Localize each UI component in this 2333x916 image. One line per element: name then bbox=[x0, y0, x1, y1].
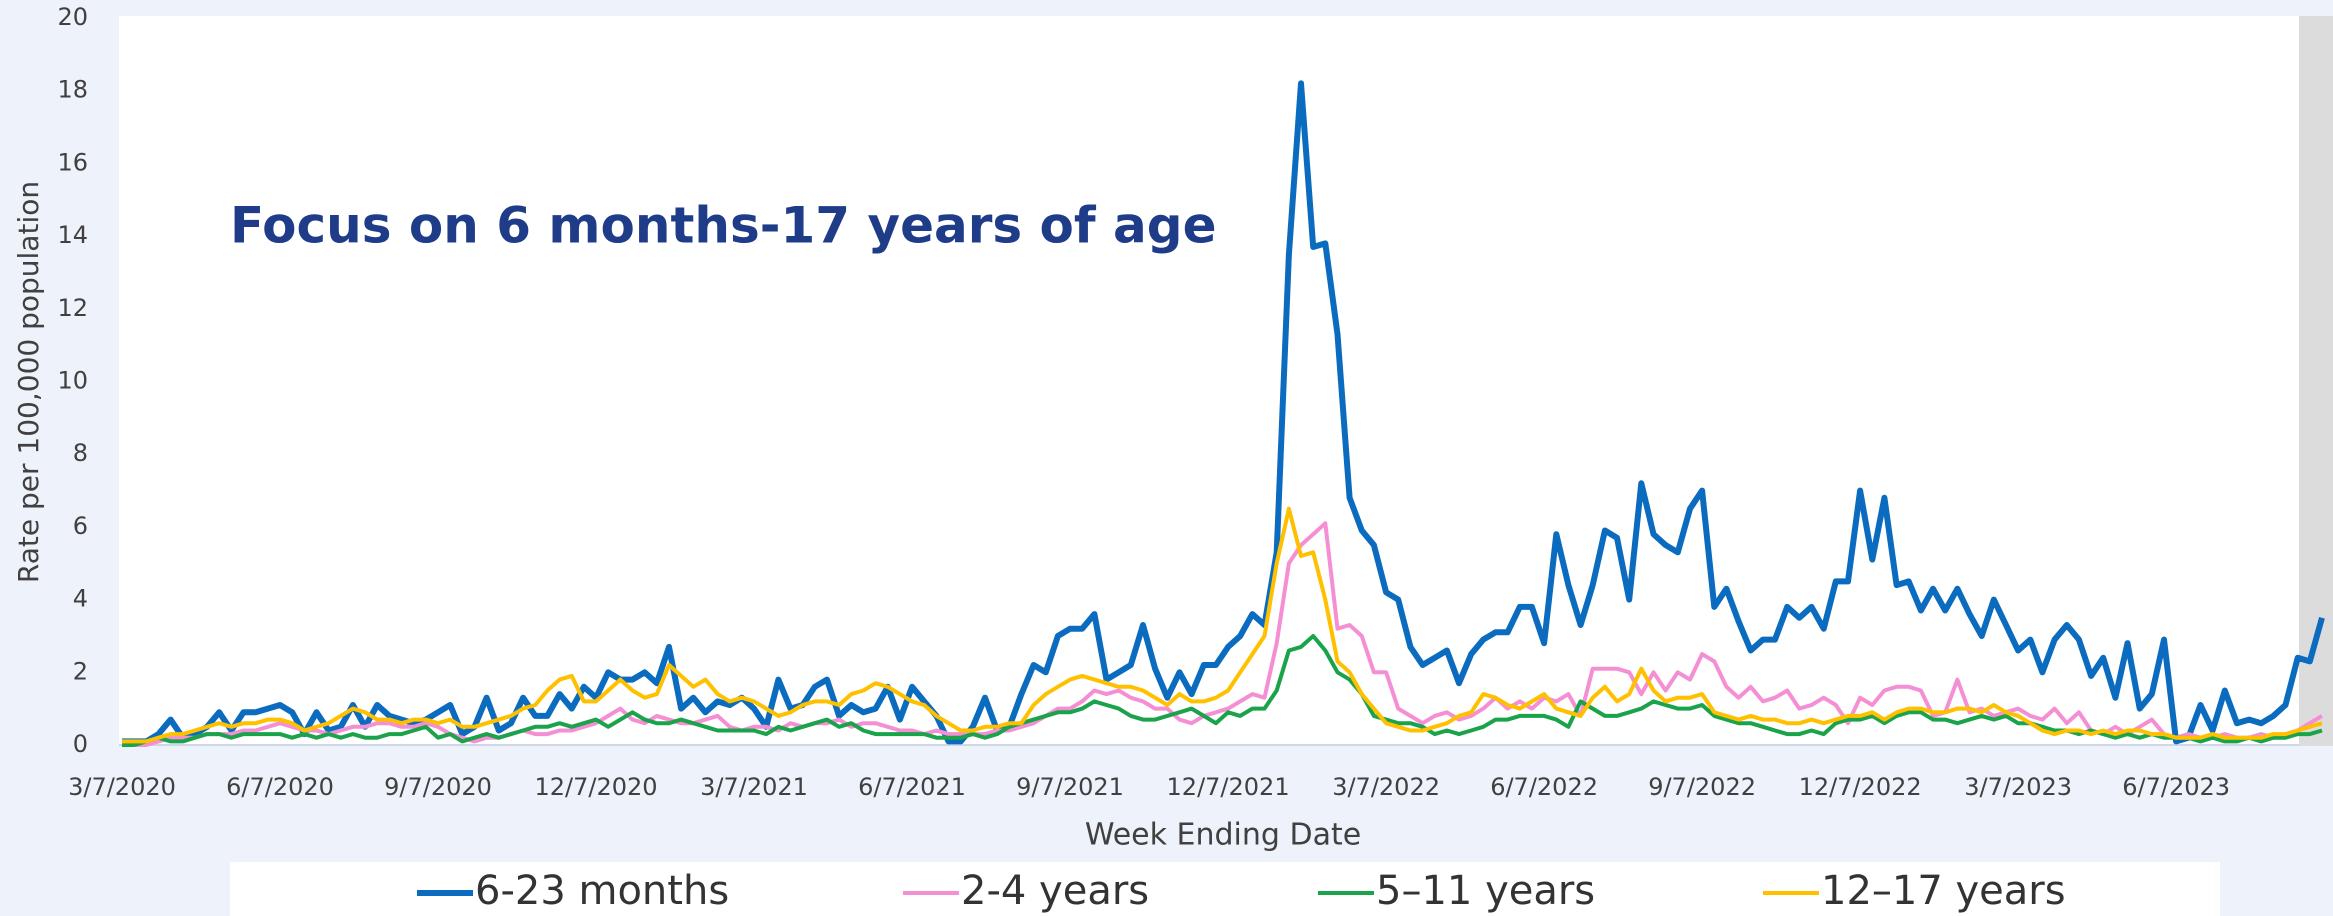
legend-label: 12–17 years bbox=[1821, 868, 2066, 914]
plot-area bbox=[119, 16, 2299, 746]
y-tick-label: 20 bbox=[57, 3, 88, 31]
x-tick-label: 12/7/2020 bbox=[535, 773, 658, 801]
x-tick-label: 3/7/2022 bbox=[1332, 773, 1440, 801]
x-tick-label: 9/7/2022 bbox=[1648, 773, 1756, 801]
y-tick-label: 8 bbox=[73, 439, 88, 467]
x-tick-label: 12/7/2022 bbox=[1799, 773, 1922, 801]
x-tick-label: 3/7/2023 bbox=[1964, 773, 2072, 801]
y-tick-label: 0 bbox=[73, 730, 88, 758]
y-tick-label: 4 bbox=[73, 585, 88, 613]
legend: 6-23 months 2-4 years 5–11 years 12–17 year… bbox=[417, 868, 2066, 914]
y-tick-label: 12 bbox=[57, 294, 88, 322]
x-axis-label: Week Ending Date bbox=[1085, 818, 1361, 853]
x-tick-label: 6/7/2021 bbox=[858, 773, 966, 801]
x-tick-label: 6/7/2022 bbox=[1490, 773, 1598, 801]
x-tick-label: 6/7/2023 bbox=[2122, 773, 2230, 801]
y-axis-label: Rate per 100,000 population bbox=[12, 181, 45, 583]
lines bbox=[122, 80, 2325, 747]
series-line bbox=[122, 634, 2323, 747]
y-tick-label: 6 bbox=[73, 512, 88, 540]
chart-title: Focus on 6 months-17 years of age bbox=[230, 197, 1217, 255]
legend-label: 2-4 years bbox=[961, 868, 1149, 914]
grid: 0 2 4 6 8 10 12 14 16 18 20 3/7/2020 6/7/2020 9/7/202… bbox=[57, 3, 2299, 801]
y-tick-label: 2 bbox=[73, 657, 88, 685]
x-tick-label: 12/7/2021 bbox=[1167, 773, 1290, 801]
x-tick-label: 3/7/2020 bbox=[68, 773, 176, 801]
x-tick-label: 6/7/2020 bbox=[226, 773, 334, 801]
y-tick-label: 16 bbox=[57, 148, 88, 176]
y-tick-label: 14 bbox=[57, 221, 88, 249]
x-tick-label: 3/7/2021 bbox=[700, 773, 808, 801]
legend-area bbox=[230, 862, 2220, 916]
series-line bbox=[122, 506, 2323, 744]
y-tick-label: 18 bbox=[57, 76, 88, 104]
y-tick-label: 10 bbox=[57, 367, 88, 395]
legend-label: 6-23 months bbox=[475, 868, 729, 914]
x-tick-label: 9/7/2020 bbox=[384, 773, 492, 801]
side-band bbox=[2299, 16, 2333, 746]
x-tick-label: 9/7/2021 bbox=[1016, 773, 1124, 801]
series-line bbox=[122, 80, 2325, 745]
series-line bbox=[122, 521, 2324, 747]
legend-label: 5–11 years bbox=[1376, 868, 1595, 914]
